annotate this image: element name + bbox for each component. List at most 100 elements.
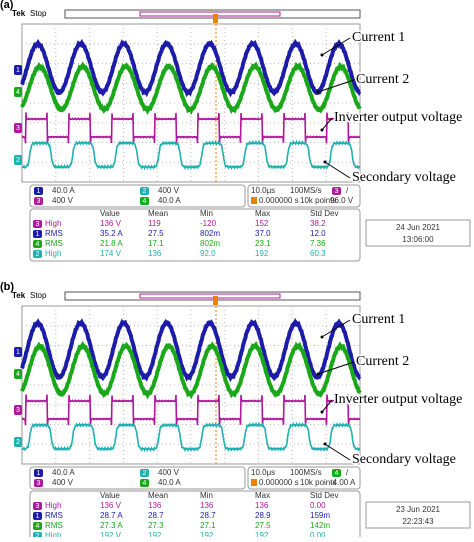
view-window [139,11,281,17]
table-cell: 174 V [100,249,122,258]
waveform-current-1 [20,317,362,383]
annotation-arrow [321,319,351,338]
table-cell: 28.7 [200,511,216,520]
row-source: 2 [36,533,40,537]
row-type: High [45,531,61,537]
table-cell: 192 [255,249,269,258]
annotation: Secondary voltage [352,452,456,467]
waveform-inverter-voltage [21,394,361,426]
table-cell: 0.00 [310,501,326,510]
table-header: Min [200,209,213,218]
table-cell: 136 [148,501,162,510]
table-header: Mean [148,491,168,500]
channel-marker-id: 4 [16,371,20,378]
table-cell: 802m [200,229,220,238]
waveform-secondary-voltage [21,139,361,171]
channel-scale: 400 V [158,468,180,477]
table-cell: 60.3 [310,249,326,258]
row-type: High [45,501,61,510]
channel-marker-id: 1 [16,67,20,74]
annotation: Current 2 [356,354,409,369]
panel-label: (b) [0,281,14,293]
date: 23 Jun 2021 [396,505,441,514]
table-header: Std Dev [310,209,338,218]
channel-badge [140,187,149,195]
arrow-head [323,442,327,446]
trigger-marker [213,14,218,23]
table-header: Std Dev [310,491,338,500]
measure-box [29,490,361,542]
row-source: 4 [36,241,40,248]
table-cell: 27.3 A [100,521,123,530]
channel-scale: 400 V [52,196,74,205]
table-cell: 38.2 [310,219,326,228]
channel-marker [14,437,22,447]
table-cell: 27.1 [200,521,216,530]
row-source: 3 [36,221,40,228]
channel-id: 2 [143,470,147,477]
annotation: Current 2 [356,72,409,87]
time: 13:06:00 [402,235,434,244]
annotation: Inverter output voltage [334,110,462,125]
table-cell: 192 V [100,531,122,537]
annotation-arrow [324,161,351,179]
date-box [365,501,471,529]
row-source: 4 [36,523,40,530]
row-source: 2 [36,251,40,258]
date: 24 Jun 2021 [396,223,441,232]
scope-panel: (a)Tek Stop 1 4 3 2 Current 1 Current 2 Inverter… [0,0,471,262]
channel-id: 2 [143,188,147,195]
channel-marker-id: 2 [16,157,20,164]
sample-rate: 100MS/s [290,468,322,477]
trigger-source: 3 [335,188,339,195]
table-cell: 37.0 [255,229,271,238]
arrow-head [320,335,324,339]
table-cell: 802m [200,239,220,248]
row-badge [33,240,42,248]
waveform-secondary-voltage [21,421,361,453]
channel-id: 3 [37,198,41,205]
trigger-slope: / [346,186,349,195]
channel-marker [14,405,22,415]
table-header: Min [200,491,213,500]
table-cell: 192 [148,531,162,537]
channel-box [29,466,246,490]
waveform-current-2 [20,340,362,400]
channel-badge [34,187,43,195]
table-header: Max [255,491,270,500]
channel-scale: 40.0 A [158,478,181,487]
annotation-arrow [317,79,355,93]
trigger-badge [251,197,257,204]
timebase: 10.0μs [251,186,275,195]
status: Stop [30,291,47,300]
channel-scale: 40.0 A [52,186,75,195]
arrow-head [320,128,324,132]
sample-rate: 100MS/s [290,186,322,195]
annotation-arrow [321,399,333,413]
annotation: Current 1 [352,30,405,45]
table-cell: 0.00 [310,531,326,537]
channel-marker [14,87,22,97]
channel-badge [34,469,43,477]
table-cell: 28.7 [148,511,164,520]
table-header: Max [255,209,270,218]
trigger-level: 96.0 V [330,196,354,205]
annotation-arrow [321,117,333,131]
table-cell: 142m [310,521,330,530]
table-cell: 92.0 [200,249,216,258]
table-cell: 192 [255,531,269,537]
trigger-source: 4 [335,470,339,477]
table-header: Value [100,209,120,218]
annotation: Secondary voltage [352,170,456,185]
record-length: 10k points [300,196,336,205]
trigger-position: 0.000000 s [259,478,299,487]
annotation-arrow [324,443,351,461]
table-cell: 27.3 [148,521,164,530]
waveform-current-2 [20,61,362,116]
trigger-slope: / [346,468,349,477]
channel-scale: 400 V [158,186,180,195]
channel-marker-id: 3 [16,125,20,132]
row-badge [33,522,42,530]
row-source: 1 [36,513,40,520]
channel-badge [34,479,43,487]
